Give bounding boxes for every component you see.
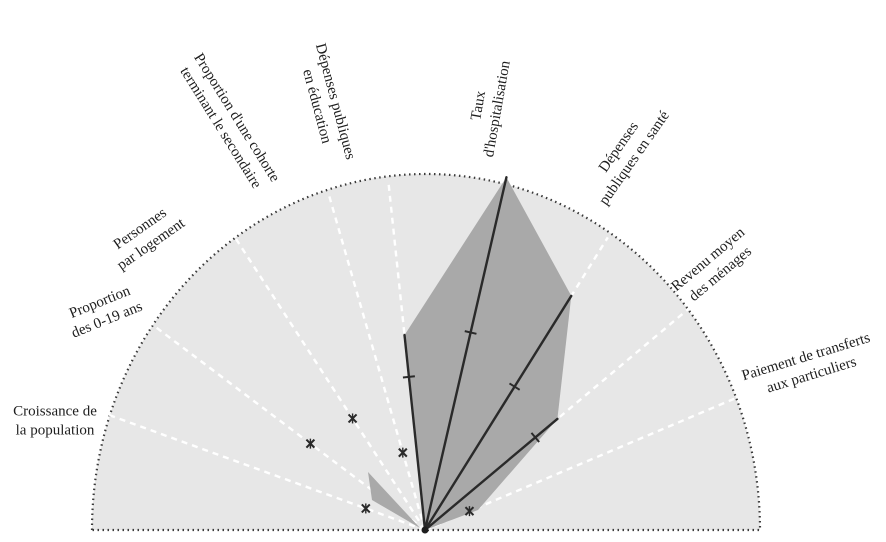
star-marker-proportion-0-19 bbox=[305, 438, 316, 449]
axis-label-depenses-sante: Dépensespubliques en santé bbox=[581, 97, 673, 208]
bar-depenses-education bbox=[403, 333, 427, 532]
bar-depenses-sante bbox=[423, 294, 573, 532]
star-marker-transferts bbox=[464, 506, 475, 517]
tick-marker-revenu-menages bbox=[530, 432, 540, 443]
tick-marker-depenses-sante bbox=[508, 382, 521, 391]
axis-label-depenses-education: Dépenses publiquesen éducation bbox=[293, 42, 358, 167]
spoke-guide-cohorte-secondaire bbox=[327, 193, 427, 531]
indicator-markers bbox=[305, 330, 540, 517]
axis-label-croissance: Croissance de la population bbox=[13, 404, 97, 439]
axis-label-cohorte-secondaire: Proportion d'une cohorteterminant le sec… bbox=[174, 51, 283, 196]
axis-label-proportion-0-19: Proportiondes 0-19 ans bbox=[62, 281, 145, 342]
spoke-guide-croissance bbox=[95, 409, 426, 532]
axis-label-personnes-logement: Personnespar logement bbox=[103, 199, 188, 273]
chart-origin-point bbox=[421, 526, 429, 534]
star-marker-croissance bbox=[361, 503, 371, 514]
axis-label-line: Taux bbox=[468, 89, 489, 122]
star-marker-cohorte-secondaire bbox=[398, 447, 408, 458]
axis-label-transferts: Paiement de transfertsaux particuliers bbox=[740, 330, 878, 402]
star-marker-personnes-logement bbox=[347, 413, 358, 424]
spoke-guide-personnes-logement bbox=[233, 235, 427, 531]
axis-label-line: Croissance de bbox=[13, 404, 97, 420]
shaded-wedge-left bbox=[368, 472, 420, 528]
axis-label-revenu-menages: Revenu moyendes ménages bbox=[669, 224, 761, 309]
bar-taux-hospitalisation bbox=[423, 176, 508, 532]
tick-marker-taux-hospitalisation bbox=[464, 330, 477, 335]
tick-marker-depenses-education bbox=[402, 375, 415, 379]
axis-label-taux-hospitalisation: Tauxd'hospitalisation bbox=[462, 56, 514, 159]
axis-label-line: la population bbox=[16, 423, 95, 439]
